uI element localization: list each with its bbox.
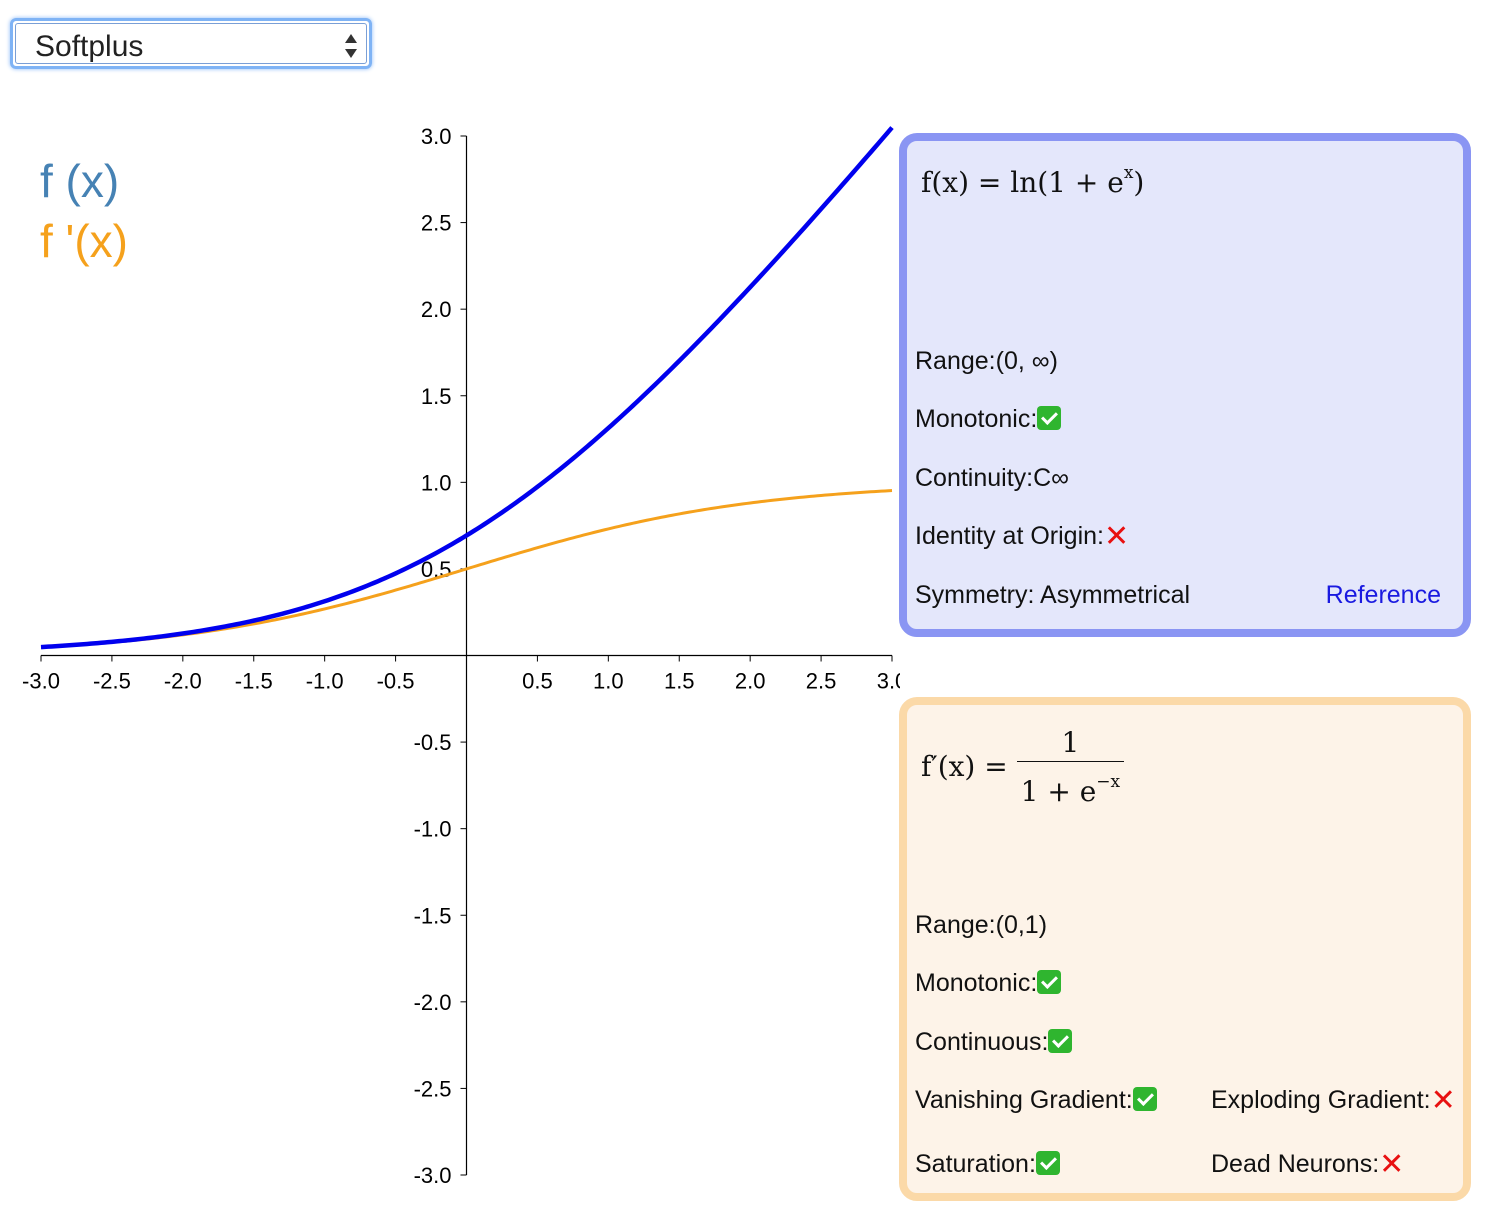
derivative-formula: f′(x) = 1 1 + e−x bbox=[921, 725, 1125, 812]
y-tick-label: -3.0 bbox=[414, 1163, 452, 1188]
check-icon bbox=[1035, 1151, 1060, 1175]
legend-dfx: f '(x) bbox=[40, 215, 128, 267]
activation-select[interactable]: Softplus bbox=[10, 18, 372, 69]
function-formula-lhs: f(x) = ln(1 + e bbox=[921, 166, 1124, 199]
activation-select-box[interactable]: Softplus bbox=[15, 23, 367, 64]
function-identity: Identity at Origin:✕ bbox=[915, 520, 1130, 553]
derivative-numerator: 1 bbox=[1016, 725, 1125, 762]
function-symmetry: Symmetry: Asymmetrical bbox=[915, 581, 1191, 609]
y-tick-label: 1.5 bbox=[421, 384, 452, 409]
cross-icon: ✕ bbox=[1379, 1148, 1405, 1181]
y-tick-label: -2.5 bbox=[414, 1076, 452, 1101]
activation-plot: -3.0 -2.5 -2.0 -1.5 -1.0 -0.5 0.5 1.0 1.5 2.0 2.5 3… bbox=[22, 124, 900, 1188]
derivative-monotonic: Monotonic: bbox=[915, 969, 1062, 998]
x-tick-label: -1.5 bbox=[235, 669, 273, 694]
check-icon bbox=[1037, 406, 1062, 430]
cross-icon: ✕ bbox=[1430, 1084, 1456, 1117]
check-icon bbox=[1048, 1029, 1073, 1053]
y-tick-label: 3.0 bbox=[421, 124, 452, 149]
derivative-formula-lhs: f′(x) = bbox=[921, 750, 1017, 783]
function-monotonic: Monotonic: bbox=[915, 405, 1062, 434]
check-icon bbox=[1037, 970, 1062, 994]
x-tick-label: -2.0 bbox=[164, 669, 202, 694]
select-arrows-icon bbox=[345, 34, 357, 58]
derivative-vanishing: Vanishing Gradient: bbox=[915, 1086, 1157, 1115]
cross-icon: ✕ bbox=[1103, 520, 1130, 553]
function-panel: f(x) = ln(1 + ex) Range:(0, ∞) Monotonic… bbox=[899, 133, 1471, 637]
x-tick-label: -0.5 bbox=[377, 669, 415, 694]
y-tick-label: -2.0 bbox=[414, 990, 452, 1015]
y-tick-label: 2.0 bbox=[421, 297, 452, 322]
x-tick-label: 1.5 bbox=[664, 669, 695, 694]
x-tick-label: 0.5 bbox=[522, 669, 553, 694]
axes: -3.0 -2.5 -2.0 -1.5 -1.0 -0.5 0.5 1.0 1.5 2.0 2.5 3… bbox=[22, 124, 900, 1188]
x-tick-label: 2.0 bbox=[735, 669, 766, 694]
series-layer bbox=[40, 126, 894, 650]
x-tick-label: 1.0 bbox=[593, 669, 624, 694]
function-range: Range:(0, ∞) bbox=[915, 347, 1058, 375]
x-tick-label: -3.0 bbox=[22, 669, 60, 694]
function-formula-sup: x bbox=[1123, 163, 1134, 183]
y-tick-label: -0.5 bbox=[414, 730, 452, 755]
function-formula: f(x) = ln(1 + ex) bbox=[921, 163, 1144, 199]
activation-select-value: Softplus bbox=[35, 30, 144, 63]
derivative-denominator: 1 + e−x bbox=[1020, 772, 1121, 808]
reference-link[interactable]: Reference bbox=[1325, 581, 1441, 609]
y-tick-label: 1.0 bbox=[421, 470, 452, 495]
function-formula-rhs: ) bbox=[1133, 166, 1145, 199]
derivative-fraction: 1 1 + e−x bbox=[1016, 725, 1125, 812]
y-tick-label: 2.5 bbox=[421, 211, 452, 236]
y-tick-label: -1.5 bbox=[414, 903, 452, 928]
derivative-dead-neurons: Dead Neurons:✕ bbox=[1211, 1148, 1405, 1181]
derivative-range: Range:(0,1) bbox=[915, 911, 1048, 939]
derivative-exploding: Exploding Gradient:✕ bbox=[1211, 1084, 1456, 1117]
derivative-continuous: Continuous: bbox=[915, 1028, 1073, 1057]
x-tick-label: -1.0 bbox=[306, 669, 344, 694]
x-tick-label: -2.5 bbox=[93, 669, 131, 694]
legend-fx: f (x) bbox=[40, 155, 120, 207]
check-icon bbox=[1132, 1087, 1157, 1111]
y-tick-label: -1.0 bbox=[414, 817, 452, 842]
x-tick-label: 2.5 bbox=[806, 669, 837, 694]
x-tick-label: 3.0 bbox=[877, 669, 900, 694]
series-line-fx bbox=[40, 126, 894, 650]
function-continuity: Continuity:C∞ bbox=[915, 464, 1070, 492]
derivative-saturation: Saturation: bbox=[915, 1150, 1060, 1179]
